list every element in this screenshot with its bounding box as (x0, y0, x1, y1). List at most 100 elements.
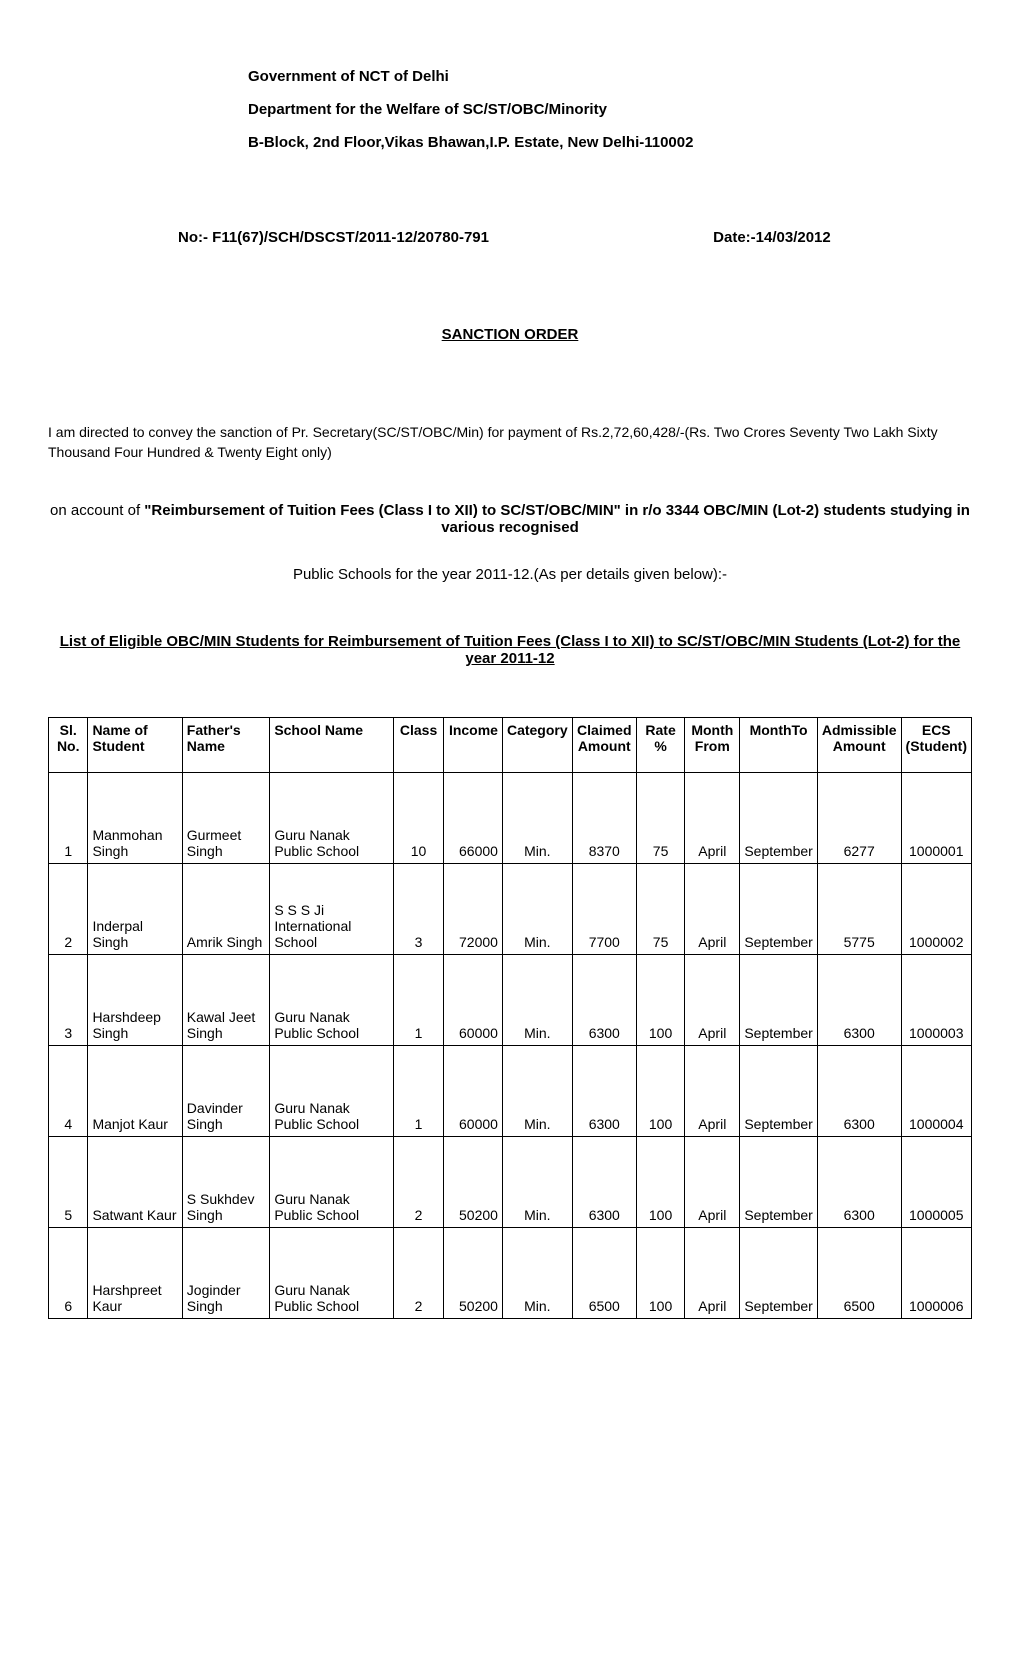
sanction-paragraph-1: I am directed to convey the sanction of … (48, 423, 972, 462)
cell: 1000004 (901, 1046, 971, 1137)
reference-number: No:- F11(67)/SCH/DSCST/2011-12/20780-791 (178, 229, 489, 246)
cell: Davinder Singh (182, 1046, 270, 1137)
cell: September (740, 955, 817, 1046)
students-table: Sl. No. Name of Student Father's Name Sc… (48, 717, 972, 1319)
cell: 6500 (817, 1228, 901, 1319)
table-body: 1Manmohan SinghGurmeet SinghGuru Nanak P… (49, 773, 972, 1319)
cell: April (685, 1137, 740, 1228)
cell: Amrik Singh (182, 864, 270, 955)
cell: Guru Nanak Public School (270, 1137, 393, 1228)
cell: April (685, 773, 740, 864)
cell: 3 (49, 955, 88, 1046)
cell: 1 (49, 773, 88, 864)
cell: Joginder Singh (182, 1228, 270, 1319)
cell: Satwant Kaur (88, 1137, 182, 1228)
cell: 6277 (817, 773, 901, 864)
cell: 6300 (572, 1137, 636, 1228)
col-father: Father's Name (182, 718, 270, 773)
cell: 1000002 (901, 864, 971, 955)
sanction-order-title: SANCTION ORDER (48, 326, 972, 343)
cell: April (685, 1046, 740, 1137)
table-row: 5Satwant KaurS Sukhdev SinghGuru Nanak P… (49, 1137, 972, 1228)
eligible-list-title: List of Eligible OBC/MIN Students for Re… (48, 633, 972, 667)
cell: 1000005 (901, 1137, 971, 1228)
cell: 100 (636, 1046, 684, 1137)
col-ecs: ECS (Student) (901, 718, 971, 773)
cell: 8370 (572, 773, 636, 864)
col-category: Category (502, 718, 572, 773)
letterhead: Government of NCT of Delhi Department fo… (248, 60, 972, 159)
cell: Min. (502, 864, 572, 955)
cell: 2 (49, 864, 88, 955)
col-sl: Sl. No. (49, 718, 88, 773)
cell: 6300 (572, 1046, 636, 1137)
reference-date: Date:-14/03/2012 (713, 229, 831, 246)
col-month-from: Month From (685, 718, 740, 773)
col-class: Class (393, 718, 444, 773)
cell: 75 (636, 864, 684, 955)
cell: Kawal Jeet Singh (182, 955, 270, 1046)
sanction-paragraph-3: Public Schools for the year 2011-12.(As … (48, 566, 972, 583)
cell: 5 (49, 1137, 88, 1228)
table-row: 2Inderpal SinghAmrik SinghS S S Ji Inter… (49, 864, 972, 955)
cell: Min. (502, 773, 572, 864)
cell: 1 (393, 1046, 444, 1137)
cell: 60000 (444, 1046, 503, 1137)
cell: 50200 (444, 1228, 503, 1319)
cell: September (740, 1137, 817, 1228)
col-admissible: Admissible Amount (817, 718, 901, 773)
cell: Guru Nanak Public School (270, 1046, 393, 1137)
col-school: School Name (270, 718, 393, 773)
para2-lead: on account of (50, 502, 144, 519)
sanction-paragraph-2: on account of "Reimbursement of Tuition … (48, 502, 972, 536)
table-row: 3Harshdeep SinghKawal Jeet SinghGuru Nan… (49, 955, 972, 1046)
cell: 6300 (817, 1137, 901, 1228)
cell: 100 (636, 1228, 684, 1319)
cell: April (685, 1228, 740, 1319)
cell: 100 (636, 1137, 684, 1228)
col-claimed: Claimed Amount (572, 718, 636, 773)
col-rate: Rate % (636, 718, 684, 773)
reference-row: No:- F11(67)/SCH/DSCST/2011-12/20780-791… (178, 229, 972, 246)
cell: Guru Nanak Public School (270, 1228, 393, 1319)
cell: Min. (502, 1137, 572, 1228)
cell: 1 (393, 955, 444, 1046)
cell: Gurmeet Singh (182, 773, 270, 864)
dept-line: Department for the Welfare of SC/ST/OBC/… (248, 93, 972, 126)
cell: Min. (502, 955, 572, 1046)
cell: S Sukhdev Singh (182, 1137, 270, 1228)
cell: September (740, 1228, 817, 1319)
cell: Harshpreet Kaur (88, 1228, 182, 1319)
col-month-to: MonthTo (740, 718, 817, 773)
cell: 4 (49, 1046, 88, 1137)
cell: Guru Nanak Public School (270, 955, 393, 1046)
cell: 6300 (572, 955, 636, 1046)
cell: September (740, 773, 817, 864)
para2-bold: "Reimbursement of Tuition Fees (Class I … (144, 502, 970, 536)
col-income: Income (444, 718, 503, 773)
cell: Manmohan Singh (88, 773, 182, 864)
table-header-row: Sl. No. Name of Student Father's Name Sc… (49, 718, 972, 773)
cell: 10 (393, 773, 444, 864)
cell: 5775 (817, 864, 901, 955)
cell: 72000 (444, 864, 503, 955)
cell: S S S Ji International School (270, 864, 393, 955)
cell: 50200 (444, 1137, 503, 1228)
cell: September (740, 864, 817, 955)
cell: April (685, 864, 740, 955)
cell: 6300 (817, 955, 901, 1046)
cell: 1000001 (901, 773, 971, 864)
cell: 7700 (572, 864, 636, 955)
cell: 3 (393, 864, 444, 955)
gov-line: Government of NCT of Delhi (248, 60, 972, 93)
cell: 6300 (817, 1046, 901, 1137)
cell: 60000 (444, 955, 503, 1046)
cell: Min. (502, 1228, 572, 1319)
cell: Harshdeep Singh (88, 955, 182, 1046)
cell: 2 (393, 1137, 444, 1228)
cell: 6500 (572, 1228, 636, 1319)
cell: 66000 (444, 773, 503, 864)
cell: September (740, 1046, 817, 1137)
table-row: 6Harshpreet KaurJoginder SinghGuru Nanak… (49, 1228, 972, 1319)
table-row: 4Manjot KaurDavinder SinghGuru Nanak Pub… (49, 1046, 972, 1137)
